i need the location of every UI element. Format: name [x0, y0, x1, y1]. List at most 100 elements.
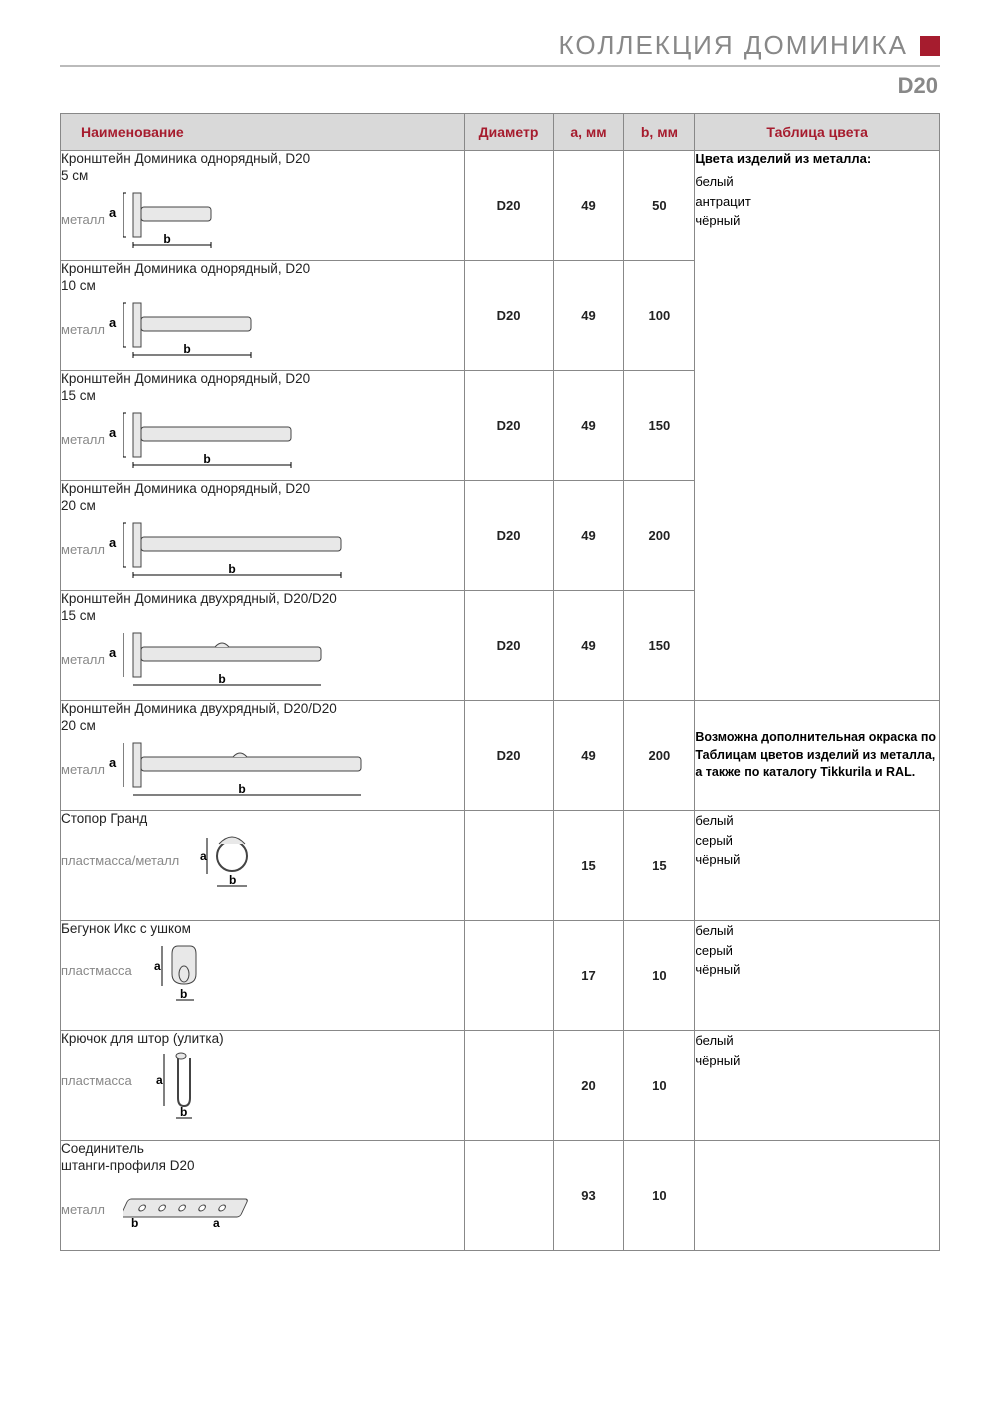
- product-diagram-icon: a b: [123, 517, 353, 581]
- product-material: металл: [61, 212, 105, 227]
- col-colors: Таблица цвета: [695, 114, 940, 151]
- product-title: Кронштейн Доминика однорядный, D20: [61, 151, 464, 166]
- table-header-row: Наименование Диаметр a, мм b, мм Таблица…: [61, 114, 940, 151]
- cell-b: 200: [624, 481, 695, 591]
- color-option: белый: [695, 921, 939, 941]
- svg-text:b: b: [163, 232, 170, 246]
- product-title: Соединитель: [61, 1141, 464, 1156]
- cell-b: 15: [624, 811, 695, 921]
- col-name: Наименование: [61, 114, 465, 151]
- product-material: металл: [61, 652, 105, 667]
- product-diagram-icon: a b: [123, 737, 373, 801]
- table-row: Крючок для штор (улитка) пластмасса a b …: [61, 1031, 940, 1141]
- color-option: серый: [695, 941, 939, 961]
- svg-text:a: a: [200, 849, 207, 863]
- svg-text:a: a: [154, 959, 161, 973]
- cell-a: 15: [553, 811, 624, 921]
- svg-text:b: b: [131, 1216, 138, 1230]
- page-header: КОЛЛЕКЦИЯ ДОМИНИКА: [60, 30, 940, 67]
- product-material: пластмасса: [61, 963, 132, 978]
- color-cell: белыйсерыйчёрный: [695, 811, 940, 921]
- col-b: b, мм: [624, 114, 695, 151]
- color-cell: белыйчёрный: [695, 1031, 940, 1141]
- cell-diameter: [464, 811, 553, 921]
- diagram-label-a: a: [109, 645, 116, 660]
- name-cell: Кронштейн Доминика однорядный, D20 10 см…: [61, 261, 465, 371]
- color-option: белый: [695, 1031, 939, 1051]
- name-cell: Кронштейн Доминика однорядный, D20 5 см …: [61, 151, 465, 261]
- product-diagram-icon: a b: [197, 828, 267, 892]
- product-material: металл: [61, 322, 105, 337]
- product-subtitle: 10 см: [61, 278, 464, 293]
- product-subtitle: 20 см: [61, 498, 464, 513]
- diagram-label-a: a: [109, 205, 116, 220]
- name-cell: Кронштейн Доминика двухрядный, D20/D20 2…: [61, 701, 465, 811]
- table-row: Кронштейн Доминика двухрядный, D20/D20 2…: [61, 701, 940, 811]
- svg-text:b: b: [183, 342, 190, 356]
- collection-code: D20: [60, 73, 938, 99]
- cell-diameter: [464, 1031, 553, 1141]
- cell-diameter: D20: [464, 701, 553, 811]
- cell-diameter: [464, 1141, 553, 1251]
- color-cell: белыйсерыйчёрный: [695, 921, 940, 1031]
- color-option: белый: [695, 811, 939, 831]
- color-option: чёрный: [695, 1051, 939, 1071]
- name-cell: Соединитель штанги-профиля D20 металл a …: [61, 1141, 465, 1251]
- col-diameter: Диаметр: [464, 114, 553, 151]
- cell-b: 200: [624, 701, 695, 811]
- product-diagram-icon: a b: [123, 1177, 283, 1241]
- product-diagram-icon: a b: [123, 187, 223, 251]
- color-option: чёрный: [695, 211, 939, 231]
- cell-b: 100: [624, 261, 695, 371]
- svg-text:b: b: [180, 1105, 187, 1119]
- table-row: Бегунок Икс с ушком пластмасса a b 1710 …: [61, 921, 940, 1031]
- cell-b: 10: [624, 921, 695, 1031]
- cell-a: 20: [553, 1031, 624, 1141]
- extra-paint-note: Возможна дополнительная окраска по Табли…: [695, 729, 939, 782]
- cell-diameter: [464, 921, 553, 1031]
- col-a: a, мм: [553, 114, 624, 151]
- product-material: металл: [61, 542, 105, 557]
- svg-text:b: b: [228, 562, 235, 576]
- color-option: антрацит: [695, 192, 939, 212]
- table-row: Кронштейн Доминика однорядный, D20 5 см …: [61, 151, 940, 261]
- color-cell-note: Возможна дополнительная окраска по Табли…: [695, 701, 940, 811]
- name-cell: Кронштейн Доминика однорядный, D20 20 см…: [61, 481, 465, 591]
- metal-colors-heading: Цвета изделий из металла:: [695, 151, 939, 166]
- product-material: металл: [61, 762, 105, 777]
- product-subtitle: штанги-профиля D20: [61, 1158, 464, 1173]
- color-list: белыйчёрный: [695, 1031, 939, 1070]
- name-cell: Крючок для штор (улитка) пластмасса a b: [61, 1031, 465, 1141]
- product-diagram-icon: a b: [150, 938, 220, 1002]
- name-cell: Бегунок Икс с ушком пластмасса a b: [61, 921, 465, 1031]
- diagram-label-a: a: [109, 755, 116, 770]
- cell-a: 17: [553, 921, 624, 1031]
- cell-b: 150: [624, 591, 695, 701]
- color-list: белыйсерыйчёрный: [695, 811, 939, 870]
- spec-table: Наименование Диаметр a, мм b, мм Таблица…: [60, 113, 940, 1251]
- name-cell: Кронштейн Доминика однорядный, D20 15 см…: [61, 371, 465, 481]
- collection-title: КОЛЛЕКЦИЯ ДОМИНИКА: [559, 30, 908, 61]
- cell-b: 150: [624, 371, 695, 481]
- product-material: металл: [61, 1202, 105, 1217]
- product-title: Кронштейн Доминика двухрядный, D20/D20: [61, 701, 464, 716]
- product-title: Крючок для штор (улитка): [61, 1031, 464, 1046]
- product-subtitle: 20 см: [61, 718, 464, 733]
- color-cell: [695, 1141, 940, 1251]
- product-title: Кронштейн Доминика однорядный, D20: [61, 481, 464, 496]
- diagram-label-a: a: [109, 535, 116, 550]
- cell-diameter: D20: [464, 151, 553, 261]
- color-option: чёрный: [695, 960, 939, 980]
- diagram-label-a: a: [109, 315, 116, 330]
- product-title: Кронштейн Доминика однорядный, D20: [61, 261, 464, 276]
- product-material: пластмасса/металл: [61, 853, 179, 868]
- cell-a: 93: [553, 1141, 624, 1251]
- name-cell: Стопор Гранд пластмасса/металл a b: [61, 811, 465, 921]
- cell-diameter: D20: [464, 371, 553, 481]
- cell-b: 10: [624, 1141, 695, 1251]
- svg-text:a: a: [156, 1073, 163, 1087]
- product-title: Кронштейн Доминика однорядный, D20: [61, 371, 464, 386]
- diagram-label-a: a: [109, 425, 116, 440]
- svg-text:b: b: [180, 987, 187, 1001]
- cell-a: 49: [553, 701, 624, 811]
